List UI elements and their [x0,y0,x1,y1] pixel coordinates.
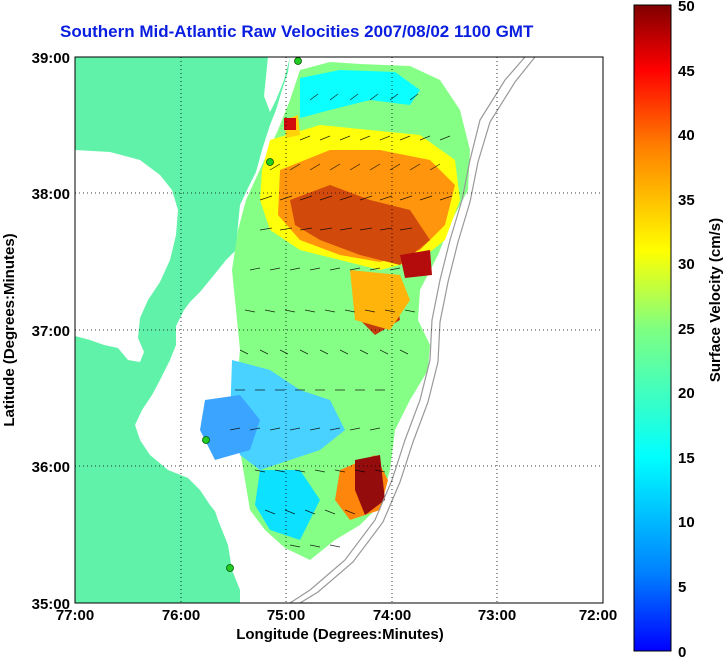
y-axis-label: Latitude (Degrees:Minutes) [1,233,18,426]
y-tick-label: 36:00 [32,459,70,476]
station-marker [202,436,210,444]
chesapeake-bay [75,150,178,362]
y-tick-label: 38:00 [32,186,70,203]
colorbar-label: Surface Velocity (cm/s) [707,218,724,382]
colorbar-tick: 5 [678,579,686,596]
x-axis-label: Longitude (Degrees:Minutes) [236,626,444,643]
colorbar-tick: 40 [678,127,695,144]
x-tick-label: 76:00 [162,607,200,624]
x-tick-label: 74:00 [373,607,411,624]
y-tick-label: 39:00 [32,50,70,67]
map-title: Southern Mid-Atlantic Raw Velocities 200… [60,22,534,41]
station-marker [294,57,302,65]
colorbar-tick: 45 [678,63,695,80]
station-marker [226,564,234,572]
colorbar: 50 45 40 35 30 25 20 15 10 5 0 Surface V… [633,0,724,659]
grid-lines [75,57,603,603]
colorbar-tick: 30 [678,256,695,273]
bathymetry-contours [289,57,536,603]
colorbar-tick: 25 [678,321,695,338]
colorbar-gradient [633,4,672,652]
colorbar-tick: 15 [678,450,695,467]
x-tick-label: 73:00 [478,607,516,624]
x-tick-label: 75:00 [267,607,305,624]
y-tick-label: 37:00 [32,323,70,340]
station-marker [266,158,274,166]
colorbar-tick: 0 [678,644,686,659]
colorbar-tick: 35 [678,192,695,209]
y-axis: 39:00 38:00 37:00 36:00 35:00 Latitude (… [1,50,70,613]
y-tick-label: 35:00 [32,596,70,613]
radar-stations [202,57,302,572]
colorbar-tick: 20 [678,385,695,402]
x-axis: 77:00 76:00 75:00 74:00 73:00 72:00 Long… [56,607,617,643]
delaware-bay [264,57,290,112]
colorbar-tick: 50 [678,0,695,15]
colorbar-tick: 10 [678,514,695,531]
velocity-arrows [229,93,453,548]
x-tick-label: 77:00 [56,607,94,624]
x-tick-label: 72:00 [579,607,617,624]
